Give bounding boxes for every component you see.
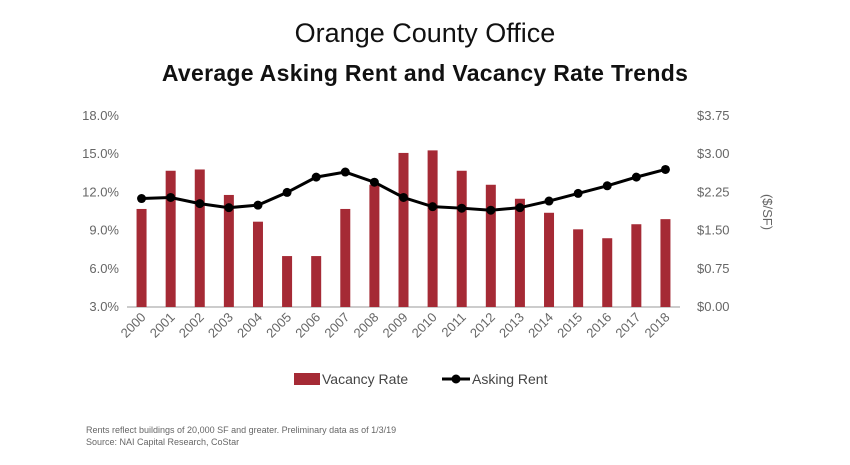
asking-rent-point [544,196,554,206]
x-tick-label: 2006 [292,310,323,341]
legend-rent-marker [451,374,461,384]
x-tick-label: 2009 [380,310,411,341]
asking-rent-point [457,203,467,213]
right-tick-label: $2.25 [697,184,730,199]
x-tick-label: 2005 [263,310,294,341]
x-tick-label: 2016 [583,310,614,341]
x-tick-label: 2017 [612,310,643,341]
vacancy-bar [456,170,467,307]
asking-rent-point [515,203,525,213]
legend-rent-label: Asking Rent [472,371,548,387]
right-axis-ticks: $3.75 $3.00 $2.25 $1.50 $0.75 $0.00 [697,108,730,314]
asking-rent-point [311,172,321,182]
x-tick-label: 2007 [321,310,352,341]
x-tick-label: 2015 [554,310,585,341]
left-axis-ticks: 18.0% 15.0% 12.0% 9.0% 6.0% 3.0% [82,108,119,314]
asking-rent-point [137,194,147,204]
asking-rent-point [573,188,583,198]
right-tick-label: $3.00 [697,146,730,161]
asking-rent-point [282,187,292,197]
asking-rent-line [137,164,670,215]
left-tick-label: 15.0% [82,146,119,161]
x-tick-label: 2018 [642,310,673,341]
left-tick-label: 12.0% [82,184,119,199]
x-tick-label: 2010 [409,310,440,341]
vacancy-bar [311,256,322,307]
x-tick-label: 2003 [205,310,236,341]
x-tick-label: 2008 [350,310,381,341]
chart-title: Orange County Office [294,18,556,48]
asking-rent-point [631,172,641,182]
vacancy-bar [514,198,525,307]
asking-rent-point [195,199,205,209]
right-tick-label: $0.00 [697,299,730,314]
asking-rent-point [660,164,670,174]
asking-rent-point [224,203,234,213]
left-tick-label: 6.0% [89,261,119,276]
combo-chart: 18.0% 15.0% 12.0% 9.0% 6.0% 3.0% $3.75 $3.00 $2… [82,108,775,387]
right-tick-label: $3.75 [697,108,730,123]
vacancy-bar [165,170,176,307]
vacancy-bar [602,238,613,307]
vacancy-bar [136,208,147,307]
right-tick-label: $0.75 [697,261,730,276]
left-tick-label: 3.0% [89,299,119,314]
vacancy-bar [282,256,293,307]
x-tick-label: 2012 [467,310,498,341]
vacancy-bars [136,150,671,307]
vacancy-bar [485,184,496,307]
asking-rent-point [602,181,612,191]
x-tick-label: 2011 [438,310,468,340]
x-axis-ticks: 2000200120022003200420052006200720082009… [118,310,673,341]
vacancy-bar [369,184,380,307]
asking-rent-point [486,205,496,215]
vacancy-bar [573,229,584,307]
footnote-rents: Rents reflect buildings of 20,000 SF and… [86,425,397,435]
asking-rent-point [428,202,438,212]
chart-subtitle: Average Asking Rent and Vacancy Rate Tre… [161,60,689,86]
vacancy-bar [631,224,642,307]
vacancy-bar [194,169,205,307]
x-tick-label: 2001 [147,310,178,341]
x-tick-label: 2002 [176,310,207,341]
asking-rent-point [340,167,350,177]
vacancy-bar [252,221,263,307]
left-tick-label: 9.0% [89,223,119,238]
asking-rent-point [253,200,263,210]
vacancy-bar [223,194,234,307]
x-tick-label: 2004 [234,310,265,341]
vacancy-bar [398,152,409,307]
right-axis-label: ($/SF) [760,194,775,230]
vacancy-bar [427,150,438,307]
legend: Vacancy Rate Asking Rent [294,371,548,387]
legend-vacancy-swatch [294,373,320,385]
x-tick-label: 2014 [525,310,556,341]
vacancy-bar [660,219,671,307]
left-tick-label: 18.0% [82,108,119,123]
footnote-source: Source: NAI Capital Research, CoStar [86,437,240,447]
asking-rent-point [166,192,176,202]
vacancy-bar [544,212,555,307]
asking-rent-point [399,192,408,202]
right-tick-label: $1.50 [697,223,730,238]
legend-vacancy-label: Vacancy Rate [322,371,408,387]
vacancy-bar [340,208,351,307]
x-tick-label: 2000 [118,310,149,341]
asking-rent-point [369,177,379,187]
x-tick-label: 2013 [496,310,527,341]
